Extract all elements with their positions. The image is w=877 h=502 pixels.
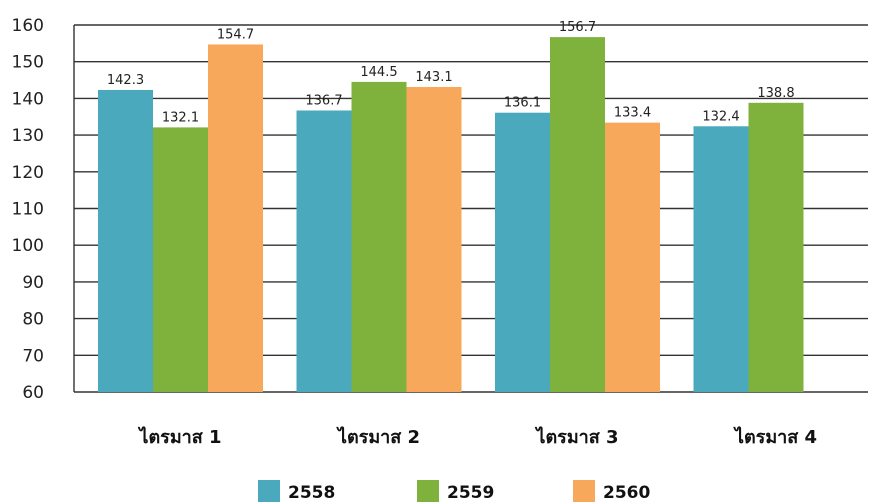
data-label: 136.7 bbox=[305, 94, 342, 109]
y-tick-label: 130 bbox=[12, 126, 44, 146]
y-tick-label: 60 bbox=[22, 383, 44, 403]
legend: 2558 2559 2560 bbox=[258, 480, 650, 502]
data-label: 154.7 bbox=[217, 27, 254, 42]
bar bbox=[208, 44, 263, 393]
y-tick-label: 150 bbox=[12, 53, 44, 73]
y-tick-label: 80 bbox=[22, 310, 44, 330]
data-label: 144.5 bbox=[360, 65, 397, 80]
legend-label: 2559 bbox=[447, 483, 494, 502]
x-tick-label: ไตรมาส 3 bbox=[534, 426, 618, 448]
bar bbox=[605, 122, 660, 392]
legend-swatch bbox=[258, 480, 280, 502]
bar bbox=[98, 89, 153, 393]
data-label: 142.3 bbox=[107, 73, 144, 88]
legend-label: 2558 bbox=[288, 483, 335, 502]
data-label: 138.8 bbox=[757, 86, 794, 101]
bar bbox=[153, 127, 208, 392]
bar bbox=[550, 37, 605, 393]
y-tick-label: 160 bbox=[12, 16, 44, 36]
legend-swatch bbox=[417, 480, 439, 502]
x-axis: ไตรมาส 1 ไตรมาส 2 ไตรมาส 3 ไตรมาส 4 bbox=[137, 426, 817, 448]
data-label: 132.4 bbox=[702, 109, 739, 124]
y-tick-label: 110 bbox=[12, 200, 44, 220]
bar bbox=[296, 110, 352, 393]
legend-label: 2560 bbox=[603, 483, 650, 502]
x-tick-label: ไตรมาส 4 bbox=[733, 426, 817, 448]
data-label: 133.4 bbox=[614, 106, 651, 121]
data-label: 132.1 bbox=[162, 110, 199, 125]
data-label: 143.1 bbox=[415, 70, 452, 85]
y-tick-label: 120 bbox=[12, 163, 44, 183]
bar bbox=[406, 87, 462, 392]
y-tick-label: 140 bbox=[12, 89, 44, 109]
bar bbox=[351, 81, 407, 392]
data-label: 136.1 bbox=[504, 96, 541, 111]
data-labels: 142.3 132.1 154.7 136.7 144.5 143.1 136.1 156.7… bbox=[107, 20, 795, 125]
bar bbox=[748, 102, 804, 392]
y-tick-label: 100 bbox=[12, 236, 44, 256]
y-tick-label: 90 bbox=[22, 273, 44, 293]
bar bbox=[693, 126, 749, 393]
y-axis: 60 70 80 90 100 110 120 130 140 150 160 bbox=[12, 16, 75, 403]
data-label: 156.7 bbox=[559, 20, 596, 35]
y-tick-label: 70 bbox=[22, 346, 44, 366]
x-tick-label: ไตรมาส 2 bbox=[336, 426, 420, 448]
x-tick-label: ไตรมาส 1 bbox=[137, 426, 221, 448]
legend-swatch bbox=[573, 480, 595, 502]
bar bbox=[495, 112, 550, 392]
bars bbox=[98, 37, 804, 393]
